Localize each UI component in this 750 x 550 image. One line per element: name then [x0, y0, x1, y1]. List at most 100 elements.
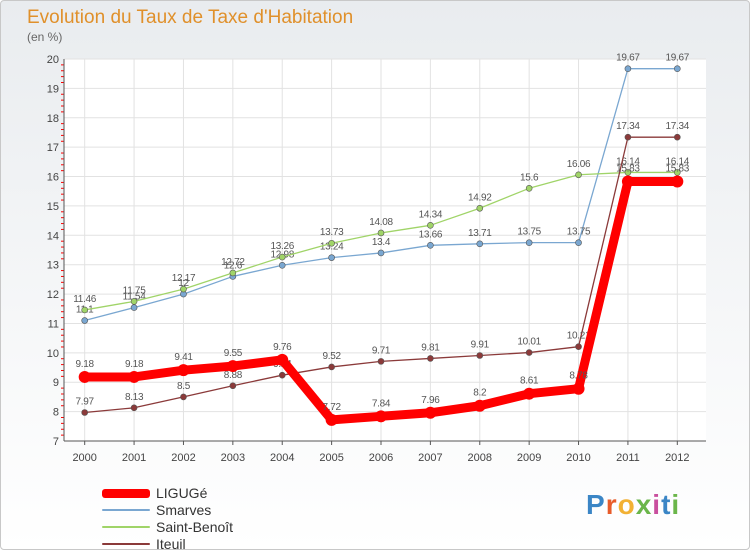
y-tick-label: 16 — [47, 172, 59, 184]
x-tick-label: 2001 — [122, 452, 146, 464]
data-label: 8.13 — [125, 392, 144, 403]
legend-item: Smarves — [102, 502, 211, 518]
data-point — [476, 240, 484, 248]
legend-item: Saint-Benoît — [102, 519, 233, 535]
data-label: 13.75 — [517, 227, 541, 238]
data-label: 7.97 — [76, 396, 95, 407]
data-point — [81, 306, 88, 314]
data-label: 12.72 — [221, 257, 245, 268]
data-label: 12 — [178, 278, 189, 289]
data-point — [128, 370, 141, 383]
data-label: 7.96 — [421, 395, 440, 406]
x-tick-label: 2005 — [319, 452, 343, 464]
x-tick-label: 2006 — [369, 452, 393, 464]
data-label: 14.34 — [419, 209, 443, 220]
data-point — [130, 304, 138, 311]
data-label: 14.92 — [468, 192, 492, 203]
data-point — [476, 204, 484, 212]
y-tick-label: 9 — [53, 377, 59, 389]
data-label: 13.75 — [567, 227, 591, 238]
y-tick-label: 8 — [53, 407, 59, 419]
data-point — [624, 65, 632, 72]
data-point — [130, 298, 138, 305]
brand-letter: o — [617, 489, 636, 520]
data-label: 16.14 — [616, 156, 640, 167]
x-tick-label: 2010 — [566, 452, 590, 464]
brand-letter: P — [586, 489, 606, 520]
data-point — [473, 399, 486, 412]
x-tick-label: 2007 — [418, 452, 442, 464]
y-tick-label: 17 — [47, 142, 59, 154]
data-label: 9.71 — [372, 345, 391, 356]
data-point — [476, 352, 484, 359]
x-tick-label: 2012 — [665, 452, 689, 464]
legend-swatch — [102, 509, 150, 511]
data-point — [427, 355, 434, 362]
data-label: 9.41 — [174, 352, 193, 363]
x-tick-label: 2011 — [616, 452, 640, 464]
data-point — [229, 382, 237, 390]
data-point — [424, 406, 437, 419]
data-point — [523, 387, 536, 400]
y-tick-label: 11 — [48, 318, 59, 330]
data-label: 13.73 — [320, 227, 344, 238]
data-label: 12.17 — [172, 273, 196, 284]
legend-label: Saint-Benoît — [156, 519, 234, 535]
y-tick-label: 20 — [47, 54, 59, 66]
chart-title: Evolution du Taux de Taxe d'Habitation — [27, 7, 354, 28]
data-point — [226, 360, 239, 373]
data-point — [81, 317, 88, 324]
data-label: 9.18 — [125, 359, 144, 370]
y-tick-label: 12 — [47, 289, 59, 301]
y-tick-label: 10 — [47, 348, 59, 360]
legend-label: Smarves — [156, 502, 212, 518]
data-point — [177, 364, 190, 377]
legend-swatch — [102, 526, 150, 528]
data-point — [674, 133, 681, 141]
x-tick-label: 2009 — [517, 452, 541, 464]
data-point — [328, 239, 335, 247]
data-point — [624, 133, 632, 141]
data-label: 19.67 — [616, 53, 640, 64]
data-label: 17.34 — [666, 121, 690, 132]
data-label: 8.61 — [520, 376, 539, 387]
data-label: 9.55 — [224, 348, 243, 359]
data-point — [180, 393, 187, 401]
x-tick-label: 2003 — [221, 452, 245, 464]
data-label: 13.24 — [320, 242, 344, 253]
data-point — [427, 222, 434, 229]
data-label: 19.67 — [666, 53, 690, 64]
data-point — [525, 349, 533, 356]
legend-swatch — [102, 488, 150, 498]
data-point — [674, 169, 681, 176]
data-point — [575, 239, 582, 246]
data-label: 11.75 — [123, 285, 147, 296]
y-tick-label: 18 — [47, 113, 59, 125]
data-point — [377, 249, 385, 257]
data-point — [278, 261, 286, 269]
brand-letter: t — [661, 489, 672, 520]
legend-label: LIGUGé — [156, 485, 208, 501]
data-label: 15.83 — [666, 164, 690, 175]
data-label: 9.76 — [273, 342, 292, 353]
y-tick-label: 15 — [47, 201, 59, 213]
data-point — [278, 371, 286, 379]
data-label: 12.6 — [224, 260, 243, 271]
plot-area — [64, 59, 706, 441]
x-tick-label: 2000 — [72, 452, 96, 464]
data-label: 8.88 — [224, 370, 243, 381]
data-point — [427, 241, 434, 249]
y-tick-label: 19 — [47, 83, 59, 95]
data-point — [81, 409, 88, 416]
data-label: 11.54 — [123, 292, 147, 303]
legend-item: Iteuil — [102, 536, 186, 549]
x-tick-label: 2008 — [468, 452, 492, 464]
data-point — [229, 269, 237, 277]
brand-letter: i — [652, 489, 662, 520]
data-point — [575, 171, 582, 179]
data-point — [377, 229, 385, 237]
data-point — [130, 404, 138, 412]
data-point — [377, 358, 385, 365]
